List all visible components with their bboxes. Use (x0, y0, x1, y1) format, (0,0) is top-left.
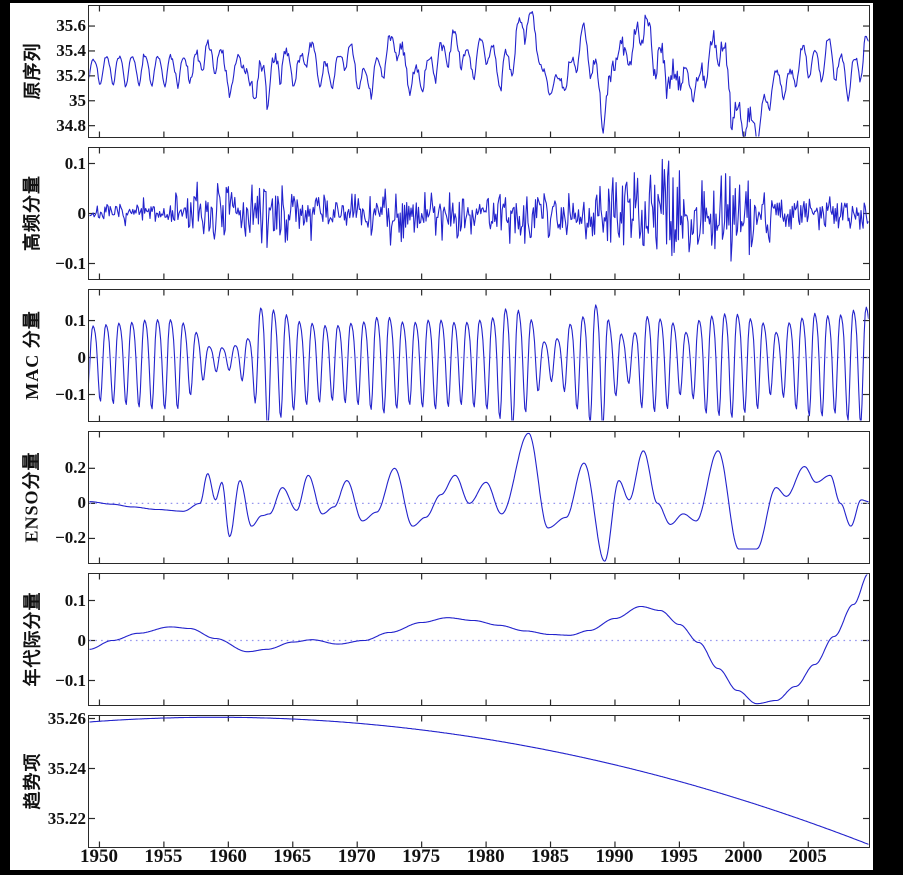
x-tick-label: 1955 (144, 846, 183, 867)
panel-plot-hf (88, 147, 870, 280)
y-tick-label: 0 (77, 630, 87, 650)
y-tick-label: −0.1 (55, 670, 86, 690)
x-tick-label: 1995 (659, 846, 698, 867)
x-tick-label: 2000 (724, 846, 763, 867)
y-tick-label: 0 (77, 493, 87, 513)
x-tick-label: 1960 (208, 846, 247, 867)
x-tick-label: 1965 (273, 846, 312, 867)
panel-plot-enso (88, 431, 870, 564)
x-tick-label: 2005 (788, 846, 827, 867)
panel-plot-decadal (88, 573, 870, 706)
y-tick-label: 0 (77, 347, 87, 367)
y-tick-label: −0.1 (55, 253, 86, 273)
y-tick-label: 35.6 (56, 16, 86, 36)
y-tick-label: 35.4 (56, 40, 86, 60)
y-tick-label: 0.1 (64, 153, 86, 173)
x-tick-label: 1980 (466, 846, 505, 867)
y-tick-label: 0.1 (64, 590, 86, 610)
x-tick-label: 1975 (402, 846, 441, 867)
y-tick-label: 35.2 (56, 65, 86, 85)
y-tick-label: 0.2 (64, 458, 86, 478)
y-tick-label: −0.1 (55, 384, 86, 404)
figure: 原序列 高频分量 MAC 分量 ENSO分量 年代际分量 趋势项 1950 195… (10, 3, 873, 870)
y-tick-label: 0 (77, 203, 87, 223)
y-tick-label: 35 (69, 90, 86, 110)
y-tick-label: 0.1 (64, 310, 86, 330)
y-tick-label: 35.22 (47, 808, 86, 828)
x-tick-label: 1990 (595, 846, 634, 867)
y-tick-label: −0.2 (55, 528, 86, 548)
x-tick-label: 1950 (79, 846, 118, 867)
y-tick-label: 35.24 (47, 758, 86, 778)
x-tick-label: 1970 (337, 846, 376, 867)
x-tick-label: 1985 (531, 846, 570, 867)
y-tick-label: 34.8 (56, 115, 86, 135)
panel-plot-original (88, 5, 870, 138)
y-tick-label: 35.26 (47, 708, 86, 728)
panel-plot-trend (88, 715, 870, 848)
panel-plot-mac (88, 289, 870, 422)
